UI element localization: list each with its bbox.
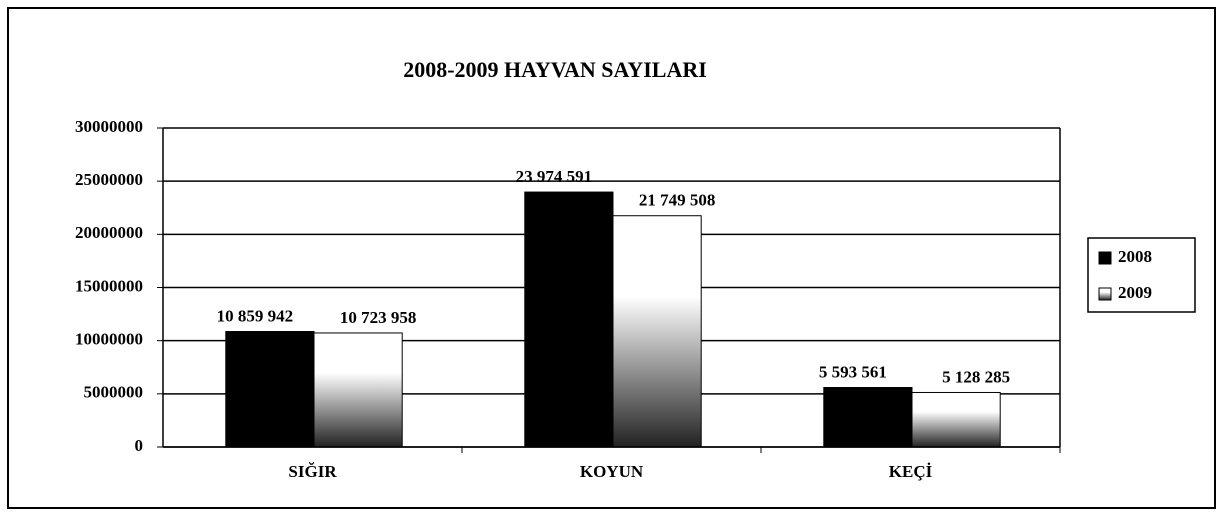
legend-swatch bbox=[1098, 287, 1112, 301]
y-tick-label: 30000000 bbox=[75, 117, 143, 136]
y-tick-label: 5000000 bbox=[84, 383, 144, 402]
bar bbox=[524, 191, 614, 448]
x-tick-label: KEÇİ bbox=[889, 462, 933, 481]
data-label: 5 593 561 bbox=[819, 362, 887, 381]
y-tick-label: 10000000 bbox=[75, 330, 143, 349]
bar bbox=[823, 387, 913, 448]
bar bbox=[911, 391, 1001, 448]
legend-swatch bbox=[1098, 251, 1112, 265]
chart-title: 2008-2009 HAYVAN SAYILARI bbox=[403, 57, 707, 82]
y-tick-label: 25000000 bbox=[75, 170, 143, 189]
data-label: 10 723 958 bbox=[340, 308, 417, 327]
bar bbox=[313, 332, 403, 448]
y-tick-label: 0 bbox=[135, 436, 144, 455]
bar bbox=[612, 215, 702, 448]
y-tick-label: 20000000 bbox=[75, 223, 143, 242]
data-label: 23 974 591 bbox=[516, 167, 593, 186]
x-tick-label: SIĞIR bbox=[288, 462, 337, 481]
legend-label: 2009 bbox=[1118, 283, 1152, 302]
data-label: 5 128 285 bbox=[942, 367, 1010, 386]
data-label: 10 859 942 bbox=[217, 306, 294, 325]
legend-label: 2008 bbox=[1118, 247, 1152, 266]
y-tick-label: 15000000 bbox=[75, 276, 143, 295]
x-tick-label: KOYUN bbox=[580, 462, 644, 481]
data-label: 21 749 508 bbox=[639, 191, 716, 210]
bar bbox=[225, 331, 315, 448]
